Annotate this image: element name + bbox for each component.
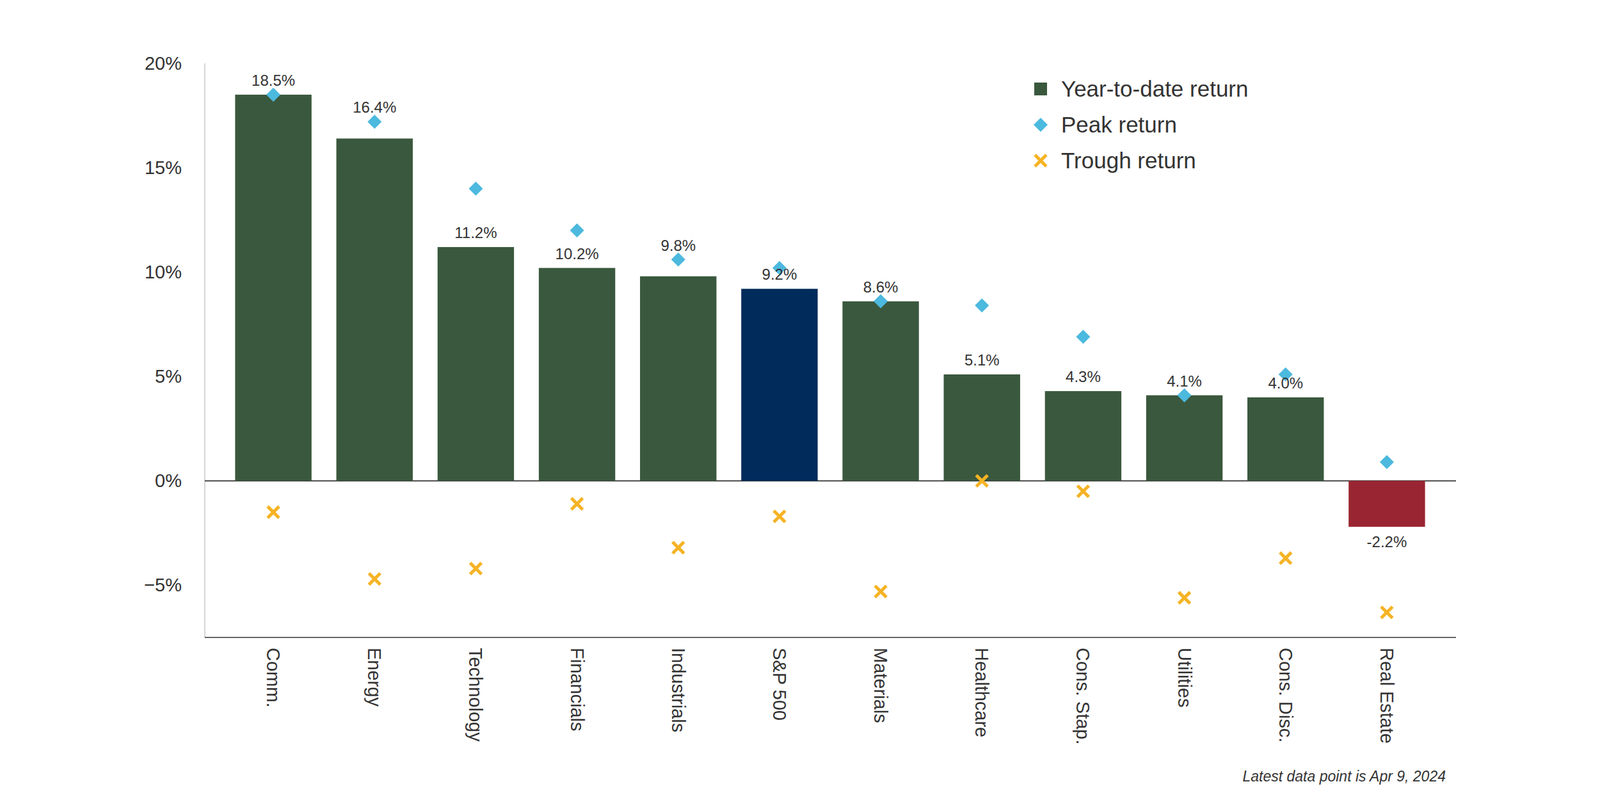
data-label: 4.3% [1065,368,1101,386]
y-tick-label: 20% [144,53,182,74]
x-tick-label: Cons. Disc. [1275,647,1296,743]
y-axis-line [204,63,206,638]
x-tick-label: Financials [567,647,588,732]
x-tick-label: Energy [364,647,385,707]
peak-marker [1075,329,1090,344]
y-tick-label: 10% [144,261,182,283]
bar [842,301,919,482]
peak-marker [266,87,281,102]
x-tick-label: Healthcare [971,647,992,738]
footnote: Latest data point is Apr 9, 2024 [1242,768,1446,785]
trough-marker [369,574,379,584]
data-label: 5.1% [964,351,1000,369]
y-tick-label: 0% [154,470,182,491]
peak-marker [873,294,888,309]
data-label: 9.2% [762,265,798,283]
peak-marker [367,114,382,129]
x-axis-line [204,636,1456,639]
x-tick-label: Industrials [668,647,689,733]
x-tick-label: Technology [465,647,486,742]
x-tick-label: Cons. Stap. [1072,647,1094,745]
data-label: 9.8% [660,236,696,255]
data-label: 11.2% [454,224,497,242]
legend-label: Trough return [1061,147,1197,173]
peak-marker [570,223,585,238]
trough-marker [775,512,784,521]
legend-label: Year-to-date return [1061,76,1249,102]
peak-marker [1177,388,1192,403]
trough-marker [1281,553,1291,563]
trough-marker [1179,593,1189,603]
bar [538,268,616,482]
labels: 18.5% 16.4% 11.2% 10.2% 9.8% 9.2% 8.6% 5.1% 4.3%… [251,71,1407,551]
peak-marker [671,252,686,267]
y-tick-label: 5% [154,366,182,387]
data-label: 10.2% [555,245,600,263]
data-label: 16.4% [352,98,397,116]
chart: −5% 0% 5% 10% 15% 20% 18.5% 16.4% 11.2% 10.2% 9.8%… [0,0,1600,800]
bar [234,94,312,481]
legend: Year-to-date return Peak return Trough ret… [1033,76,1249,173]
trough-marker [1382,608,1392,617]
trough-marker [673,543,683,553]
bar [944,374,1021,481]
legend-swatch [1034,82,1048,96]
trough-marker [977,476,987,486]
data-label: 18.5% [251,71,296,89]
bar [1247,397,1324,481]
marks [234,87,1425,617]
y-tick-label: −5% [144,574,182,596]
x-tick-label: S&P 500 [769,647,790,721]
x-tick-label: Utilities [1174,647,1195,708]
bar [336,138,413,481]
trough-marker [572,499,582,509]
peak-marker [974,298,989,313]
data-label: 4.1% [1166,372,1202,390]
trough-marker [268,507,278,517]
bar [741,288,818,481]
legend-swatch [1036,156,1046,166]
legend-swatch [1033,117,1048,132]
peak-marker [1379,455,1394,470]
x-tick-label: Comm. [263,647,284,708]
peak-marker [468,181,483,196]
x-tick-label: Real Estate [1376,647,1398,744]
trough-marker [876,586,886,596]
trough-marker [471,563,480,573]
bar [1348,480,1425,527]
data-label: 8.6% [863,278,899,296]
legend-label: Peak return [1061,112,1177,137]
bar [1146,395,1223,482]
data-label: 4.0% [1267,374,1304,392]
bar [640,276,717,482]
x-tick-label: Materials [870,647,891,724]
y-tick-label: 15% [144,157,182,178]
data-label: -2.2% [1367,533,1408,551]
trough-marker [1078,487,1088,496]
bar [437,247,514,481]
bar [1045,391,1122,481]
